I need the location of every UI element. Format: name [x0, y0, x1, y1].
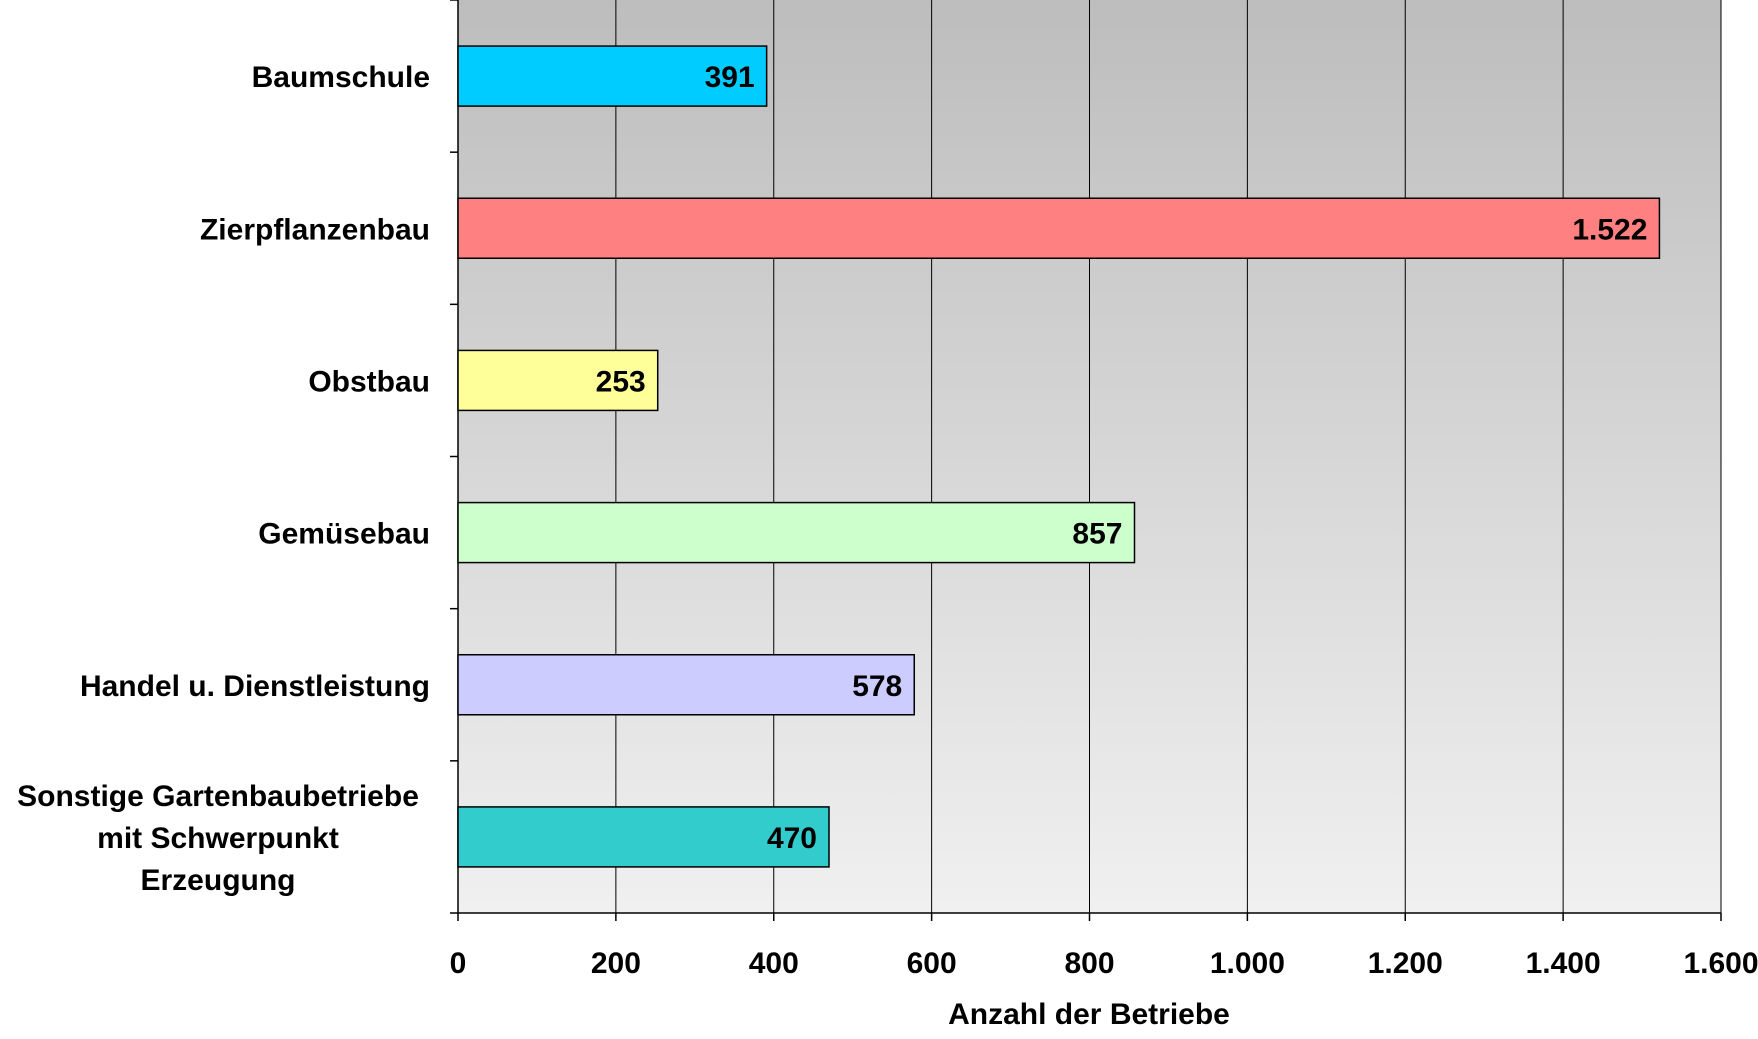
bar-data-label: 578: [852, 670, 902, 703]
bar: [457, 654, 916, 716]
bar-data-label: 857: [1072, 518, 1122, 551]
category-label: Baumschule: [252, 61, 430, 94]
category-label: Zierpflanzenbau: [200, 213, 430, 246]
x-tick-label: 600: [907, 947, 957, 980]
category-label-line: mit Schwerpunkt: [97, 822, 339, 855]
bar: [457, 197, 1661, 259]
bar: [457, 501, 1136, 564]
bar: [457, 349, 659, 412]
labels: 0 200 400 600 800 1.000 1.200 1.400 1.600 391 Baum…: [17, 61, 1758, 980]
category-label-line: Erzeugung: [141, 864, 296, 897]
bar-data-label: 391: [705, 61, 755, 94]
bar-data-label: 470: [767, 822, 817, 855]
bar-data-label: 253: [596, 365, 646, 398]
x-tick-label: 1.400: [1526, 947, 1601, 980]
x-tick-label: 1.600: [1683, 947, 1758, 980]
gridlines: [615, 0, 1722, 913]
bars: [457, 45, 1661, 868]
category-label-line: Sonstige Gartenbaubetriebe: [17, 780, 419, 813]
x-tick-label: 1.000: [1210, 947, 1285, 980]
x-tick-label: 200: [591, 947, 641, 980]
axes: [450, 0, 1722, 921]
bar: [457, 45, 768, 107]
category-label: Sonstige Gartenbaubetriebe mit Schwerpunk…: [17, 780, 419, 897]
x-tick-label: 800: [1064, 947, 1114, 980]
category-label: Gemüsebau: [258, 518, 430, 551]
bar-data-label: 1.522: [1572, 213, 1647, 246]
category-label: Obstbau: [308, 365, 430, 398]
bar: [457, 806, 830, 868]
x-axis-title: Anzahl der Betriebe: [948, 998, 1230, 1031]
x-tick-label: 400: [749, 947, 799, 980]
x-tick-label: 0: [450, 947, 467, 980]
x-tick-label: 1.200: [1368, 947, 1443, 980]
category-label: Handel u. Dienstleistung: [80, 670, 430, 703]
